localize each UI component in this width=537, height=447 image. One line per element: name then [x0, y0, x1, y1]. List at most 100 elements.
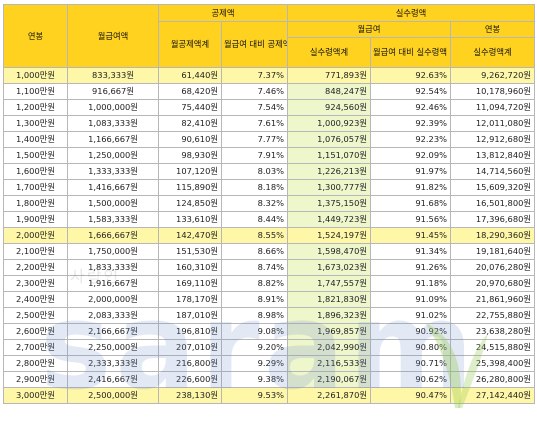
monthly-salary-cell: 1,166,667원: [67, 131, 159, 148]
annual-take-home-cell: 12,011,080원: [449, 115, 536, 132]
annual-take-home-cell: 24,515,880원: [449, 339, 536, 356]
take-home-ratio-cell: 91.34%: [370, 243, 451, 260]
take-home-ratio-cell: 91.82%: [370, 179, 451, 196]
deduction-total-cell: 68,420원: [158, 83, 222, 100]
deduction-total-cell: 238,130원: [158, 387, 222, 404]
monthly-salary-cell: 1,750,000원: [67, 243, 159, 260]
take-home-total-cell: 848,247원: [287, 83, 371, 100]
deduction-total-cell: 133,610원: [158, 211, 222, 228]
deduction-ratio-cell: 8.91%: [221, 291, 288, 308]
take-home-total-cell: 1,821,830원: [287, 291, 371, 308]
deduction-total-cell: 115,890원: [158, 179, 222, 196]
take-home-total-cell: 1,896,323원: [287, 307, 371, 324]
table-row: 2,200만원 1,833,333원 160,310원 8.74% 1,673,023원…: [3, 259, 536, 276]
take-home-total-cell: 1,300,777원: [287, 179, 371, 196]
table-row: 1,800만원 1,500,000원 124,850원 8.32% 1,375,150원…: [3, 195, 536, 212]
monthly-salary-cell: 2,250,000원: [67, 339, 159, 356]
take-home-ratio-cell: 91.68%: [370, 195, 451, 212]
table-row: 2,300만원 1,916,667원 169,110원 8.82% 1,747,557원…: [3, 275, 536, 292]
header-take-home: 실수령액: [286, 4, 536, 22]
table-row: 2,900만원 2,416,667원 226,600원 9.38% 2,190,067원…: [3, 371, 536, 388]
table-row: 2,000만원 1,666,667원 142,470원 8.55% 1,524,197원…: [3, 227, 536, 244]
table-row: 2,700만원 2,250,000원 207,010원 9.20% 2,042,990원…: [3, 339, 536, 356]
annual-take-home-cell: 25,398,400원: [449, 355, 536, 372]
table-row: 2,800만원 2,333,333원 216,800원 9.29% 2,116,533원…: [3, 355, 536, 372]
deduction-ratio-cell: 8.98%: [221, 307, 288, 324]
table-row: 2,600만원 2,166,667원 196,810원 9.08% 1,969,857원…: [3, 323, 536, 340]
header-monthly-salary: 월급여액: [67, 4, 159, 68]
take-home-total-cell: 1,524,197원: [287, 227, 371, 244]
deduction-ratio-cell: 9.20%: [221, 339, 288, 356]
take-home-total-cell: 1,747,557원: [287, 275, 371, 292]
header-row-3: 실수령액계 월급여 대비 실수령액 비율 실수령액계: [4, 37, 536, 68]
annual-take-home-cell: 20,076,280원: [449, 259, 536, 276]
take-home-ratio-cell: 92.54%: [370, 83, 451, 100]
deduction-total-cell: 160,310원: [158, 259, 222, 276]
header-deduction-total: 월공제액계: [158, 21, 222, 68]
annual-salary-cell: 2,500만원: [3, 307, 68, 324]
annual-take-home-cell: 19,181,640원: [449, 243, 536, 260]
deduction-ratio-cell: 7.91%: [221, 147, 288, 164]
annual-salary-cell: 2,900만원: [3, 371, 68, 388]
deduction-ratio-cell: 9.08%: [221, 323, 288, 340]
annual-salary-cell: 1,000만원: [3, 67, 68, 84]
deduction-total-cell: 98,930원: [158, 147, 222, 164]
take-home-ratio-cell: 90.62%: [370, 371, 451, 388]
annual-take-home-cell: 21,861,960원: [449, 291, 536, 308]
monthly-salary-cell: 833,333원: [67, 67, 159, 84]
annual-salary-cell: 1,900만원: [3, 211, 68, 228]
header-deductions: 공제액: [158, 4, 288, 22]
monthly-salary-cell: 1,666,667원: [67, 227, 159, 244]
take-home-ratio-cell: 90.92%: [370, 323, 451, 340]
table-row: 1,000만원 833,333원 61,440원 7.37% 771,893원 92.63…: [3, 67, 536, 84]
annual-salary-cell: 2,300만원: [3, 275, 68, 292]
take-home-ratio-cell: 92.09%: [370, 147, 451, 164]
annual-salary-cell: 2,200만원: [3, 259, 68, 276]
monthly-salary-cell: 1,500,000원: [67, 195, 159, 212]
take-home-ratio-cell: 90.47%: [370, 387, 451, 404]
monthly-salary-cell: 1,333,333원: [67, 163, 159, 180]
annual-take-home-cell: 13,812,840원: [449, 147, 536, 164]
take-home-ratio-cell: 92.39%: [370, 115, 451, 132]
header-annual-salary: 연봉: [3, 4, 68, 68]
take-home-total-cell: 2,261,870원: [287, 387, 371, 404]
header-annual-group: 연봉: [449, 21, 536, 38]
take-home-total-cell: 771,893원: [287, 67, 371, 84]
deduction-ratio-cell: 8.66%: [221, 243, 288, 260]
annual-salary-cell: 1,700만원: [3, 179, 68, 196]
deduction-total-cell: 90,610원: [158, 131, 222, 148]
deduction-total-cell: 196,810원: [158, 323, 222, 340]
take-home-total-cell: 2,042,990원: [287, 339, 371, 356]
deduction-total-cell: 187,010원: [158, 307, 222, 324]
deduction-ratio-cell: 7.54%: [221, 99, 288, 116]
deduction-ratio-cell: 9.38%: [221, 371, 288, 388]
annual-take-home-cell: 16,501,800원: [449, 195, 536, 212]
deduction-ratio-cell: 8.03%: [221, 163, 288, 180]
take-home-ratio-cell: 91.26%: [370, 259, 451, 276]
take-home-total-cell: 2,116,533원: [287, 355, 371, 372]
deduction-total-cell: 61,440원: [158, 67, 222, 84]
deduction-total-cell: 178,170원: [158, 291, 222, 308]
take-home-ratio-cell: 92.46%: [370, 99, 451, 116]
salary-table: 연봉 월급여액 공제액 실수령액 월공제액계 월급여 대비 공제액 비율 월급여…: [3, 4, 536, 404]
table-row: 1,100만원 916,667원 68,420원 7.46% 848,247원 92.54…: [3, 83, 536, 100]
monthly-salary-cell: 1,250,000원: [67, 147, 159, 164]
monthly-salary-cell: 2,416,667원: [67, 371, 159, 388]
annual-salary-cell: 1,800만원: [3, 195, 68, 212]
take-home-total-cell: 1,449,723원: [287, 211, 371, 228]
header-take-home-total: 실수령액계: [287, 37, 371, 68]
deduction-total-cell: 82,410원: [158, 115, 222, 132]
take-home-ratio-cell: 92.23%: [370, 131, 451, 148]
monthly-salary-cell: 1,083,333원: [67, 115, 159, 132]
table-row: 2,100만원 1,750,000원 151,530원 8.66% 1,598,470원…: [3, 243, 536, 260]
take-home-total-cell: 924,560원: [287, 99, 371, 116]
take-home-total-cell: 2,190,067원: [287, 371, 371, 388]
deduction-ratio-cell: 7.61%: [221, 115, 288, 132]
monthly-salary-cell: 2,333,333원: [67, 355, 159, 372]
table-row: 1,300만원 1,083,333원 82,410원 7.61% 1,000,923원 9…: [3, 115, 536, 132]
take-home-total-cell: 1,226,213원: [287, 163, 371, 180]
annual-take-home-cell: 17,396,680원: [449, 211, 536, 228]
deduction-ratio-cell: 8.18%: [221, 179, 288, 196]
table-row: 1,200만원 1,000,000원 75,440원 7.54% 924,560원 92.…: [3, 99, 536, 116]
monthly-salary-cell: 916,667원: [67, 83, 159, 100]
